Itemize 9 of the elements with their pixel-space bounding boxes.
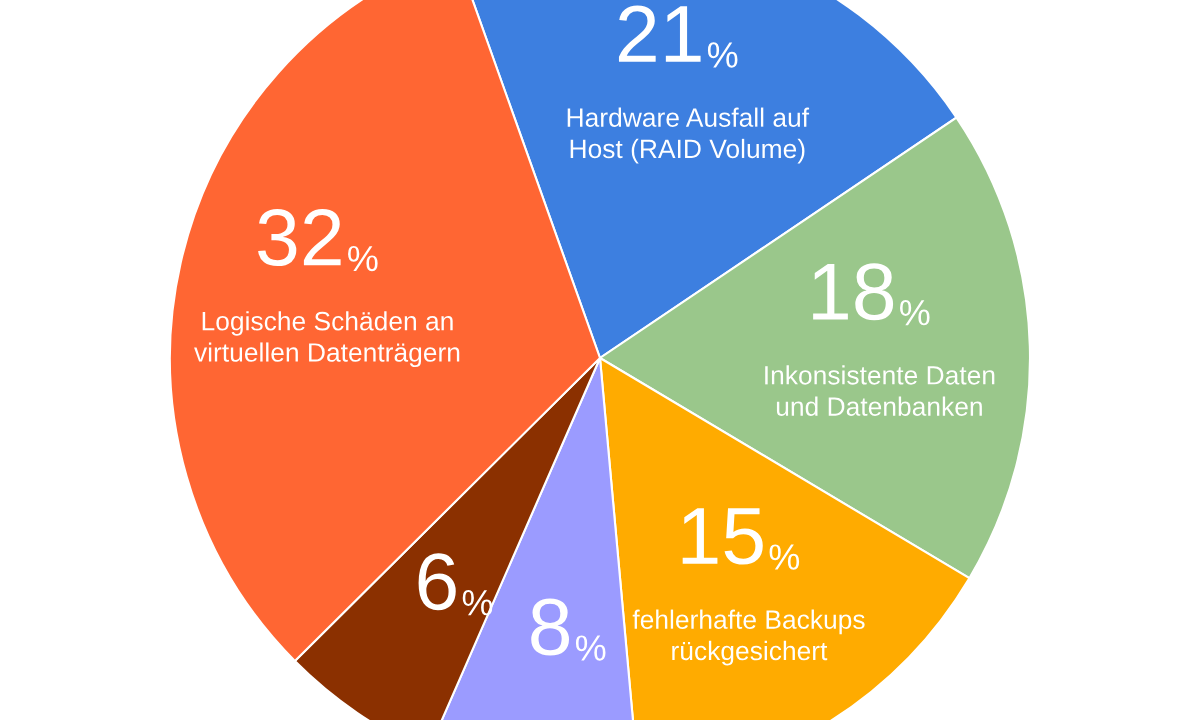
data-label: 18% — [813, 263, 930, 326]
data-label: 32% — [258, 209, 378, 272]
slice-label: fehlerhafte Backups rückgesichert — [632, 609, 865, 666]
data-label: 21% — [618, 5, 738, 68]
slice-label: Inkonsistente Daten und Datenbanken — [765, 365, 995, 416]
slice-label: Hardware Ausfall auf Host (RAID Volume) — [567, 107, 810, 164]
slice-label: Logische Schäden an virtuellen Datenträgern — [194, 311, 460, 368]
data-label: 8% — [531, 598, 606, 661]
data-label: 15% — [682, 508, 800, 570]
